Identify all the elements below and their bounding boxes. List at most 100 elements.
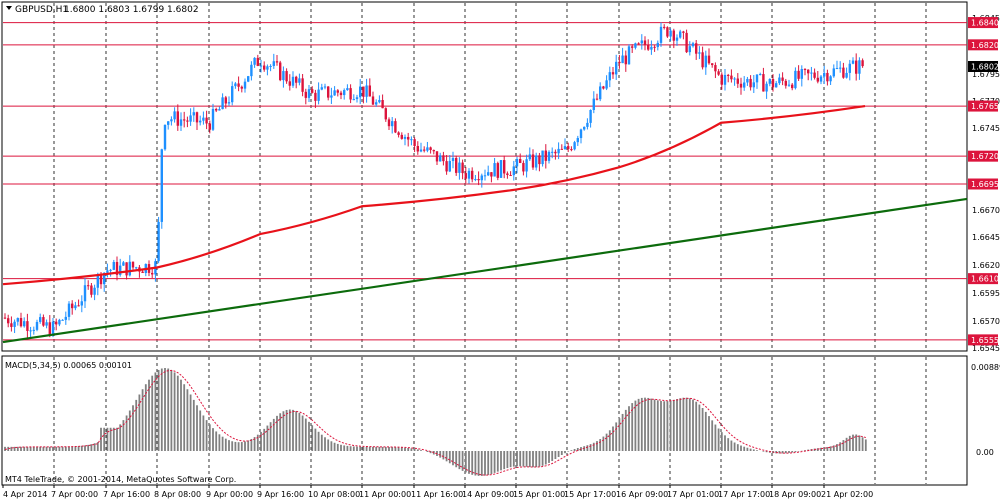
candle-body (810, 72, 813, 74)
time-label: 11 Apr 16:00 (411, 490, 463, 499)
macd-tick: 0.00 (976, 448, 994, 457)
macd-bar (512, 451, 515, 467)
triangle-down-icon[interactable] (6, 6, 12, 10)
candle-body (595, 98, 599, 100)
candle-body (13, 321, 16, 327)
candle-body (663, 26, 666, 28)
macd-bar (215, 431, 218, 451)
moving-average-line[interactable] (2, 104, 866, 286)
macd-bar (458, 451, 461, 470)
time-axis[interactable]: 4 Apr 2014 7 Apr 00:00 7 Apr 16:00 8 Apr 08… (2, 485, 873, 499)
candle-body (23, 321, 26, 327)
macd-tick: 0.00889 (971, 363, 1000, 372)
candle-body (803, 69, 807, 71)
candle-body (32, 329, 35, 331)
macd-bar (68, 446, 70, 451)
current-price-label: 1.6802 (968, 61, 999, 72)
macd-bar (496, 451, 499, 472)
candle-body (813, 72, 816, 78)
candle-body (538, 155, 541, 165)
time-label: 21 Apr 02:00 (821, 490, 873, 499)
candle-body (394, 121, 397, 133)
macd-bar (112, 427, 115, 451)
candle-body (90, 285, 93, 295)
macd-bar (589, 444, 592, 451)
macd-bar (836, 444, 838, 451)
macd-bar (640, 397, 643, 451)
macd-bar (452, 451, 454, 466)
candle-body (237, 83, 240, 87)
macd-bar (823, 447, 826, 451)
time-label: 16 Apr 09:00 (616, 490, 668, 499)
macd-bar (138, 394, 141, 451)
macd-bar (359, 446, 362, 451)
macd-bar (852, 434, 854, 451)
level-label-bg (968, 39, 998, 51)
macd-bar (410, 448, 413, 451)
candle-body (730, 75, 733, 80)
macd-bar (106, 427, 109, 451)
candle-body (199, 120, 202, 123)
macd-bar (743, 446, 746, 451)
horizontal-levels[interactable] (3, 22, 967, 341)
candle-body (746, 78, 749, 83)
candle-body (400, 134, 403, 139)
candle-body (285, 71, 288, 82)
macd-bar (266, 425, 269, 451)
macd-bar (365, 446, 368, 451)
price-tick: 1.6795 (972, 70, 1000, 79)
candle-body (771, 78, 775, 88)
macd-bar (324, 437, 326, 451)
candle-body (483, 175, 487, 177)
candle-body (525, 159, 528, 172)
macd-bar (506, 451, 509, 469)
macd-bar (52, 446, 54, 451)
macd-bar (180, 379, 182, 451)
macd-bar (250, 438, 253, 451)
macd-pane-frame (1, 355, 968, 486)
candle-body (544, 150, 547, 161)
macd-bar (429, 451, 432, 454)
time-label: 8 Apr 08:00 (154, 490, 201, 499)
candle-body (170, 119, 173, 122)
candle-body (227, 102, 231, 104)
candle-body (355, 97, 359, 100)
candle-body (656, 42, 659, 48)
macd-bar (263, 428, 266, 451)
candle-body (349, 88, 352, 100)
macd-bar (477, 451, 480, 476)
candle-body (499, 160, 503, 178)
candle-body (243, 81, 247, 89)
candle-body (125, 262, 128, 276)
candle-body (403, 136, 407, 139)
candle-body (346, 88, 349, 91)
macd-bar (119, 424, 122, 451)
macd-bar (39, 446, 42, 451)
macd-bar (356, 446, 358, 451)
macd-bar (416, 449, 419, 451)
macd-bar (29, 446, 32, 451)
candle-body (272, 61, 275, 66)
candle-body (480, 175, 483, 181)
macd-bar (260, 431, 262, 451)
candle-body (800, 69, 803, 79)
candle-body (618, 61, 621, 64)
macd-bar (791, 451, 794, 453)
macd-bar (292, 409, 294, 451)
macd-bar (164, 368, 166, 451)
candle-body (755, 74, 759, 83)
macd-bar (567, 451, 570, 452)
candle-body (80, 301, 83, 306)
candle-body (455, 158, 458, 173)
level-price-labels: 1.6840 1.6820 1.6765 1.6720 1.6695 1.6610 1.65… (968, 17, 999, 346)
candle-body (509, 175, 512, 177)
macd-bar (144, 384, 147, 451)
level-label-bg (968, 273, 998, 285)
candle-body (183, 119, 186, 121)
trend-line[interactable] (2, 197, 968, 344)
level-label-bg (968, 178, 998, 190)
macd-bar (77, 446, 80, 451)
candle-body (323, 86, 327, 88)
